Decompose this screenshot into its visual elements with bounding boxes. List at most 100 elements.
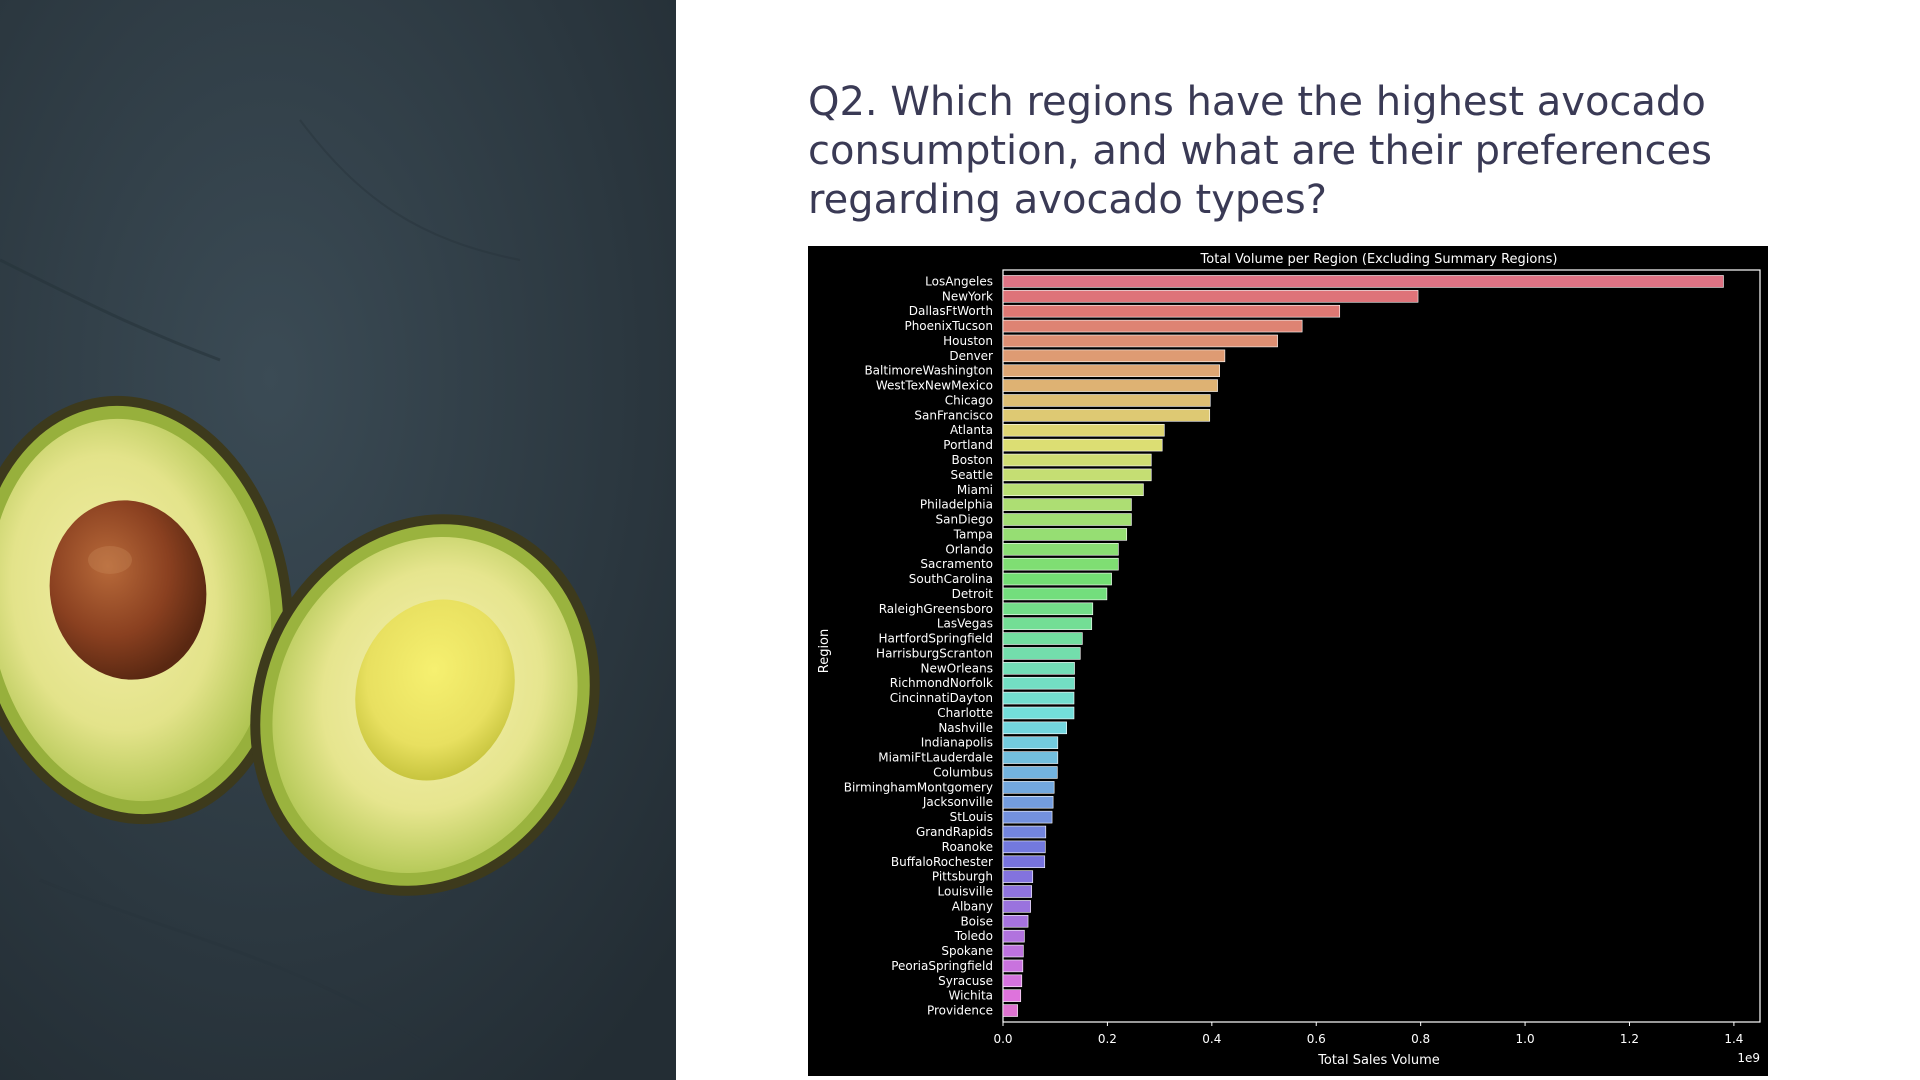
bar-HartfordSpringfield (1002, 632, 1083, 645)
region-label-HarrisburgScranton: HarrisburgScranton (876, 646, 993, 660)
region-label-Indianapolis: Indianapolis (921, 736, 993, 750)
region-label-Spokane: Spokane (941, 944, 993, 958)
bar-Denver (1002, 349, 1226, 363)
region-label-MiamiFtLauderdale: MiamiFtLauderdale (878, 751, 993, 765)
region-label-DallasFtWorth: DallasFtWorth (909, 304, 993, 318)
bar-Roanoke (1002, 840, 1046, 854)
bar-Columbus (1002, 766, 1058, 779)
bar-RaleighGreensboro (1002, 602, 1094, 616)
bar-GrandRapids (1002, 825, 1047, 839)
region-label-Tampa: Tampa (953, 527, 993, 541)
region-label-Denver: Denver (949, 349, 993, 363)
region-label-Orlando: Orlando (945, 542, 993, 556)
region-label-BuffaloRochester: BuffaloRochester (891, 855, 993, 869)
bar-chart: Total Volume per Region (Excluding Summa… (808, 246, 1768, 1076)
plot-frame (1002, 269, 1761, 1023)
region-label-Wichita: Wichita (948, 989, 993, 1003)
region-label-NewOrleans: NewOrleans (921, 661, 993, 675)
bar-StLouis (1002, 810, 1053, 824)
region-label-GrandRapids: GrandRapids (916, 825, 993, 839)
bar-SanDiego (1002, 513, 1132, 526)
bar-Atlanta (1002, 423, 1165, 437)
region-label-Miami: Miami (957, 483, 993, 497)
bar-BaltimoreWashington (1002, 364, 1220, 377)
bar-Portland (1002, 438, 1163, 452)
avocado-pit (49, 500, 207, 680)
bar-PeoriaSpringfield (1002, 959, 1024, 973)
region-label-CincinnatiDayton: CincinnatiDayton (890, 691, 993, 705)
x-tick-label: 0.0 (993, 1032, 1012, 1046)
bar-Tampa (1002, 528, 1128, 541)
x-tick-label: 1.0 (1516, 1032, 1535, 1046)
region-label-PeoriaSpringfield: PeoriaSpringfield (891, 959, 993, 973)
bar-Indianapolis (1002, 736, 1059, 749)
bar-Chicago (1002, 394, 1211, 407)
region-label-NewYork: NewYork (942, 289, 993, 303)
region-label-Albany: Albany (952, 899, 993, 913)
bar-DallasFtWorth (1002, 304, 1341, 318)
x-tick-label: 0.4 (1202, 1032, 1221, 1046)
bar-Syracuse (1002, 974, 1023, 988)
bar-SouthCarolina (1002, 572, 1112, 586)
region-label-LasVegas: LasVegas (937, 617, 993, 631)
region-label-Charlotte: Charlotte (937, 706, 993, 720)
bar-BirminghamMontgomery (1002, 781, 1055, 794)
bar-Albany (1002, 900, 1031, 913)
bar-Charlotte (1002, 706, 1075, 720)
x-ticks-group: 0.0 0.2 0.4 0.6 0.8 1.0 1.2 1.4 (993, 1022, 1743, 1046)
bar-Jacksonville (1002, 795, 1054, 809)
region-label-BaltimoreWashington: BaltimoreWashington (864, 364, 993, 378)
region-label-Atlanta: Atlanta (950, 423, 993, 437)
region-label-Sacramento: Sacramento (920, 557, 993, 571)
x-axis-scale: 1e9 (1737, 1051, 1760, 1065)
region-label-HartfordSpringfield: HartfordSpringfield (878, 632, 993, 646)
x-tick-label: 1.2 (1620, 1032, 1639, 1046)
region-labels-group: LosAngelesNewYorkDallasFtWorthPhoenixTuc… (844, 274, 994, 1017)
region-label-Chicago: Chicago (945, 393, 993, 407)
bar-Orlando (1002, 543, 1119, 556)
region-label-Seattle: Seattle (951, 468, 993, 482)
bar-SanFrancisco (1002, 409, 1211, 422)
x-tick-label: 0.2 (1098, 1032, 1117, 1046)
region-label-SanFrancisco: SanFrancisco (914, 408, 993, 422)
region-label-Roanoke: Roanoke (942, 840, 993, 854)
x-axis-label: Total Sales Volume (1317, 1053, 1440, 1068)
bar-Wichita (1002, 989, 1022, 1002)
bar-MiamiFtLauderdale (1002, 751, 1059, 764)
avocado-photo (0, 0, 676, 1080)
bar-Sacramento (1002, 557, 1119, 571)
bar-LasVegas (1002, 617, 1093, 630)
region-label-SanDiego: SanDiego (936, 513, 994, 527)
bar-Miami (1002, 483, 1144, 497)
bar-Detroit (1002, 587, 1108, 601)
region-label-Jacksonville: Jacksonville (922, 795, 993, 809)
region-label-Portland: Portland (943, 438, 993, 452)
region-label-Boise: Boise (960, 914, 993, 928)
region-label-RichmondNorfolk: RichmondNorfolk (890, 676, 993, 690)
bar-Nashville (1002, 721, 1067, 735)
x-tick-label: 0.8 (1411, 1032, 1430, 1046)
region-label-WestTexNewMexico: WestTexNewMexico (876, 379, 993, 393)
bar-NewYork (1002, 290, 1419, 303)
region-label-PhoenixTucson: PhoenixTucson (904, 319, 993, 333)
bar-RichmondNorfolk (1002, 676, 1075, 690)
bar-Philadelphia (1002, 498, 1132, 511)
region-label-Pittsburgh: Pittsburgh (932, 870, 993, 884)
bar-NewOrleans (1002, 662, 1075, 675)
region-label-RaleighGreensboro: RaleighGreensboro (879, 602, 993, 616)
region-label-Syracuse: Syracuse (938, 974, 993, 988)
region-label-Nashville: Nashville (938, 721, 993, 735)
bar-Boston (1002, 453, 1152, 467)
region-label-Providence: Providence (927, 1004, 993, 1018)
bar-HarrisburgScranton (1002, 647, 1081, 660)
region-label-Houston: Houston (943, 334, 993, 348)
bars-group (1002, 275, 1724, 1017)
bar-Seattle (1002, 468, 1152, 482)
region-label-Louisville: Louisville (938, 885, 994, 899)
bar-Boise (1002, 915, 1029, 928)
region-label-Philadelphia: Philadelphia (920, 498, 993, 512)
region-label-Toledo: Toledo (954, 929, 993, 943)
region-label-BirminghamMontgomery: BirminghamMontgomery (844, 780, 993, 794)
avocado-pit-hollow (355, 599, 515, 781)
bar-Toledo (1002, 929, 1025, 943)
